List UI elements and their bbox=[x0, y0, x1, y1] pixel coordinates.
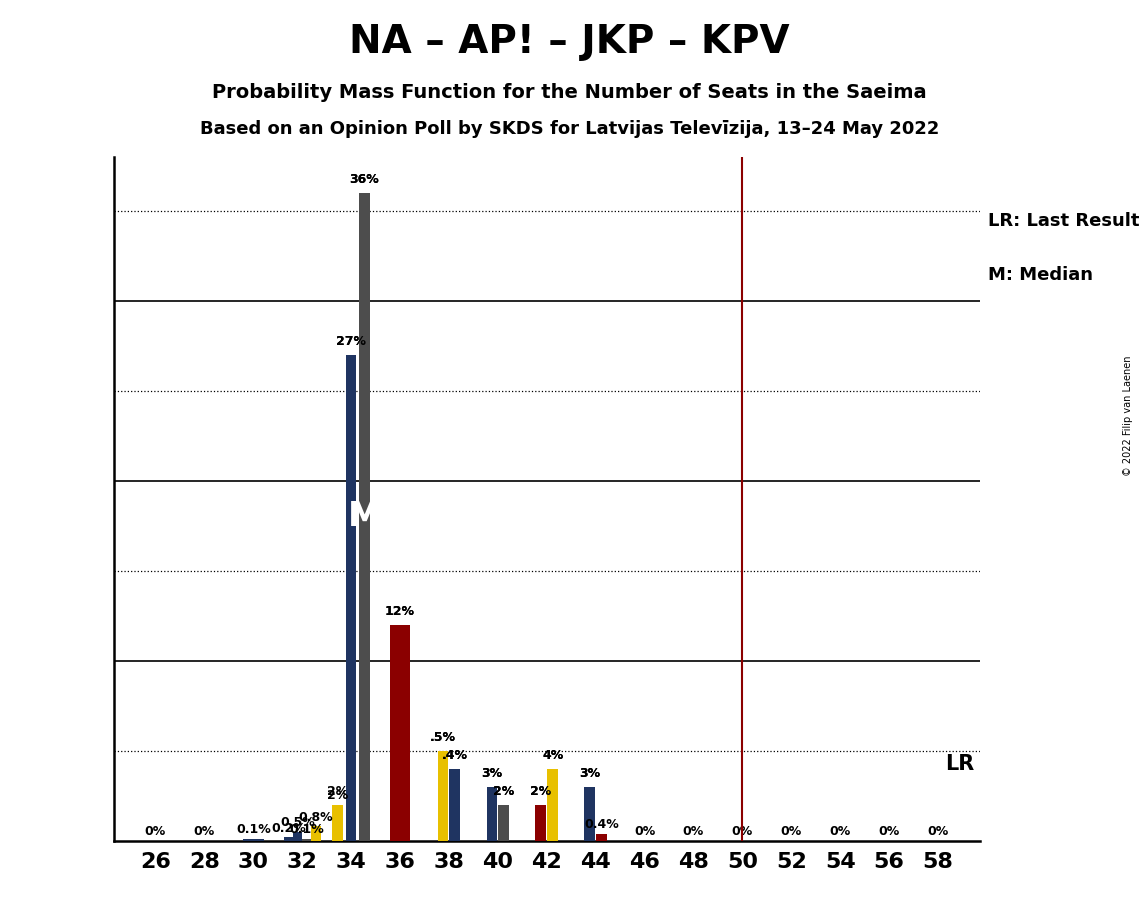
Text: LR: LR bbox=[945, 755, 975, 774]
Bar bbox=[302, 839, 311, 841]
Bar bbox=[437, 751, 449, 841]
Text: 0.2%: 0.2% bbox=[271, 821, 305, 834]
Bar bbox=[486, 787, 498, 841]
Bar bbox=[390, 625, 410, 841]
Text: 4%: 4% bbox=[542, 748, 563, 761]
Text: 0.1%: 0.1% bbox=[289, 823, 325, 836]
Text: 12%: 12% bbox=[385, 604, 415, 618]
Text: .5%: .5% bbox=[431, 731, 456, 744]
Text: 2%: 2% bbox=[327, 789, 349, 802]
Text: 4%: 4% bbox=[542, 748, 563, 761]
Text: .4%: .4% bbox=[442, 748, 468, 761]
Text: 3%: 3% bbox=[580, 767, 600, 780]
Text: 0.8%: 0.8% bbox=[298, 810, 334, 824]
Bar bbox=[346, 355, 357, 841]
Text: 0%: 0% bbox=[731, 825, 753, 838]
Text: LR: Last Result: LR: Last Result bbox=[989, 212, 1139, 230]
Text: 0.5%: 0.5% bbox=[280, 816, 314, 829]
Text: 0%: 0% bbox=[829, 825, 851, 838]
Text: 0%: 0% bbox=[145, 825, 166, 838]
Text: Based on an Opinion Poll by SKDS for Latvijas Televīzija, 13–24 May 2022: Based on an Opinion Poll by SKDS for Lat… bbox=[199, 120, 940, 138]
Text: 0.4%: 0.4% bbox=[584, 818, 618, 831]
Text: 0%: 0% bbox=[682, 825, 704, 838]
Text: 12%: 12% bbox=[385, 604, 415, 618]
Text: 2%: 2% bbox=[531, 784, 551, 797]
Text: 36%: 36% bbox=[350, 173, 379, 186]
Bar bbox=[535, 805, 547, 841]
Text: .4%: .4% bbox=[442, 748, 468, 761]
Text: 2%: 2% bbox=[493, 784, 515, 797]
Text: 0%: 0% bbox=[194, 825, 215, 838]
Text: 3%: 3% bbox=[482, 767, 502, 780]
Text: 2%: 2% bbox=[531, 784, 551, 797]
Text: 0%: 0% bbox=[634, 825, 655, 838]
Bar bbox=[359, 193, 370, 841]
Text: 0%: 0% bbox=[878, 825, 900, 838]
Text: 0%: 0% bbox=[927, 825, 949, 838]
Bar bbox=[596, 833, 607, 841]
Text: © 2022 Filip van Laenen: © 2022 Filip van Laenen bbox=[1123, 356, 1132, 476]
Text: 0%: 0% bbox=[780, 825, 802, 838]
Bar bbox=[243, 839, 263, 841]
Bar bbox=[498, 805, 509, 841]
Text: M: M bbox=[347, 501, 382, 533]
Text: 3%: 3% bbox=[482, 767, 502, 780]
Bar bbox=[450, 769, 460, 841]
Bar bbox=[584, 787, 596, 841]
Text: 0.1%: 0.1% bbox=[236, 823, 271, 836]
Text: Probability Mass Function for the Number of Seats in the Saeima: Probability Mass Function for the Number… bbox=[212, 83, 927, 103]
Text: M: Median: M: Median bbox=[989, 266, 1093, 285]
Text: 36%: 36% bbox=[350, 173, 379, 186]
Text: 27%: 27% bbox=[336, 334, 366, 347]
Bar bbox=[333, 805, 343, 841]
Bar bbox=[547, 769, 558, 841]
Bar bbox=[311, 826, 321, 841]
Text: 3%: 3% bbox=[580, 767, 600, 780]
Text: 2%: 2% bbox=[327, 784, 349, 797]
Bar bbox=[284, 837, 293, 841]
Text: 2%: 2% bbox=[493, 784, 515, 797]
Text: NA – AP! – JKP – KPV: NA – AP! – JKP – KPV bbox=[350, 23, 789, 61]
Bar bbox=[293, 832, 302, 841]
Text: 27%: 27% bbox=[336, 334, 366, 347]
Text: .5%: .5% bbox=[431, 731, 456, 744]
